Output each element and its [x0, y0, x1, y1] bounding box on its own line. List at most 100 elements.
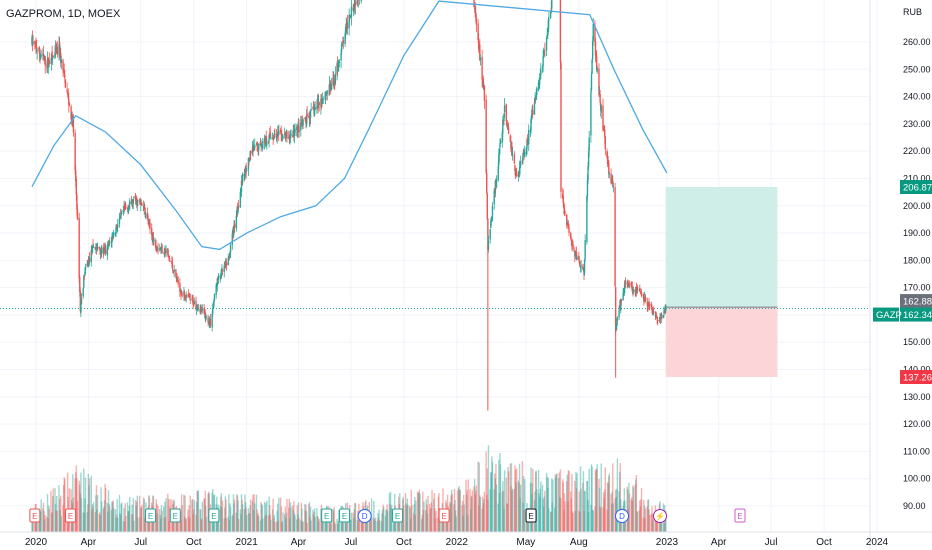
event-marker-dividend[interactable]: D	[614, 509, 629, 523]
position-tool[interactable]	[0, 187, 870, 378]
volume-bar	[495, 484, 498, 532]
candle-body	[256, 142, 258, 144]
event-marker-earnings-down[interactable]: E	[438, 508, 450, 523]
event-marker-earnings-up[interactable]: E	[145, 508, 157, 523]
candle-body	[316, 106, 318, 109]
candle-body	[281, 136, 283, 140]
candle-body	[304, 118, 306, 120]
volume-bar	[541, 484, 544, 532]
event-marker-earnings-up[interactable]: E	[208, 508, 220, 523]
events[interactable]: E E E E E E E D E E E D ⚡ E	[29, 508, 746, 523]
candle-body	[137, 200, 139, 202]
candle-body	[631, 286, 634, 292]
candle-body	[244, 170, 246, 179]
volume-bar	[523, 509, 525, 532]
candle-body	[588, 137, 590, 151]
volume-bar	[270, 519, 272, 532]
time-tick-label: Apr	[711, 537, 727, 548]
volume-bar	[84, 477, 87, 532]
volume-bar	[330, 523, 332, 532]
candle-body	[76, 195, 78, 210]
volume-bar	[427, 495, 429, 532]
event-marker-earnings-down[interactable]: E	[65, 508, 77, 523]
volume-bar	[219, 506, 221, 532]
time-axis[interactable]: 2020 Apr Jul Oct 2021 Apr Jul Oct 2022 May Aug 2023…	[0, 531, 932, 548]
event-marker-split[interactable]: ⚡	[652, 509, 667, 523]
volume-bar	[407, 504, 409, 532]
volume-bar	[652, 517, 655, 532]
volume-bar	[635, 474, 638, 532]
candle-body	[487, 218, 489, 250]
volume-bar	[451, 493, 453, 532]
candle-body	[572, 244, 574, 250]
volume-bar	[136, 495, 139, 532]
candle-body	[346, 21, 349, 30]
volume-bar	[129, 496, 131, 532]
volume-bar	[205, 516, 208, 532]
volume-bar	[449, 501, 451, 532]
volume-bar	[559, 497, 561, 532]
volume-bar	[455, 516, 457, 532]
candle-body	[310, 108, 312, 111]
volume-bar	[337, 521, 339, 532]
candle-body	[344, 26, 347, 35]
candle-body	[546, 36, 548, 38]
candle-body	[231, 233, 233, 245]
event-marker-earnings-down[interactable]: E	[29, 508, 41, 523]
volume-bar	[119, 513, 121, 532]
volume-bar	[642, 517, 644, 532]
candle-body	[567, 223, 569, 227]
candle-body	[44, 56, 46, 66]
volume-bar	[506, 503, 508, 532]
candle-body	[213, 300, 215, 307]
volume-bar	[549, 511, 552, 532]
volume-bar	[493, 489, 495, 532]
candle-body	[75, 170, 77, 182]
volume-bar	[466, 490, 468, 532]
event-marker-earnings-up[interactable]: E	[169, 508, 181, 523]
volume-bar	[317, 521, 320, 532]
event-letter: E	[32, 512, 37, 521]
candle-body	[608, 173, 611, 175]
volume-bar	[555, 477, 557, 532]
volume-bar	[118, 494, 121, 532]
volume-bar	[135, 505, 137, 532]
volume-bar	[191, 499, 194, 532]
volume-bar	[98, 513, 101, 532]
candle-body	[155, 240, 157, 249]
candle-body	[212, 307, 214, 315]
event-marker-earnings-up[interactable]: E	[339, 508, 351, 523]
volume-bar	[406, 505, 408, 532]
price-axis[interactable]: RUB 90.00 100.00 110.00 120.00 130.00 140.00 15…	[869, 0, 931, 550]
volume-bar	[518, 482, 520, 532]
volume-bar	[490, 472, 493, 532]
candle-body	[223, 265, 225, 272]
event-marker-earnings-up[interactable]: E	[321, 508, 333, 523]
volume-bar	[142, 497, 145, 532]
event-marker-earnings-up[interactable]: E	[391, 508, 403, 523]
volume-bar	[227, 516, 229, 532]
candle-body	[541, 66, 544, 70]
symbol-tag-label: GAZP	[876, 310, 902, 321]
volume-bar	[188, 517, 191, 532]
volume-bar	[478, 462, 480, 532]
volume-bar	[583, 490, 586, 532]
volume-bar	[47, 505, 50, 532]
event-marker-dividend[interactable]: D	[357, 509, 372, 523]
candle-body	[125, 206, 127, 209]
event-marker-earnings-neutral[interactable]: E	[525, 508, 537, 523]
candle-body	[36, 50, 38, 52]
volume-bar	[562, 479, 564, 532]
candle-body	[213, 294, 216, 301]
volume-bar	[614, 489, 617, 532]
event-marker-earnings-future[interactable]: E	[734, 508, 746, 523]
volume-bar	[82, 512, 84, 532]
volume-bar	[450, 489, 453, 532]
volume-bar	[519, 484, 522, 532]
candle-body	[511, 153, 514, 155]
candle-body	[624, 280, 626, 289]
candle-body	[578, 261, 581, 263]
candle-body	[639, 290, 642, 292]
